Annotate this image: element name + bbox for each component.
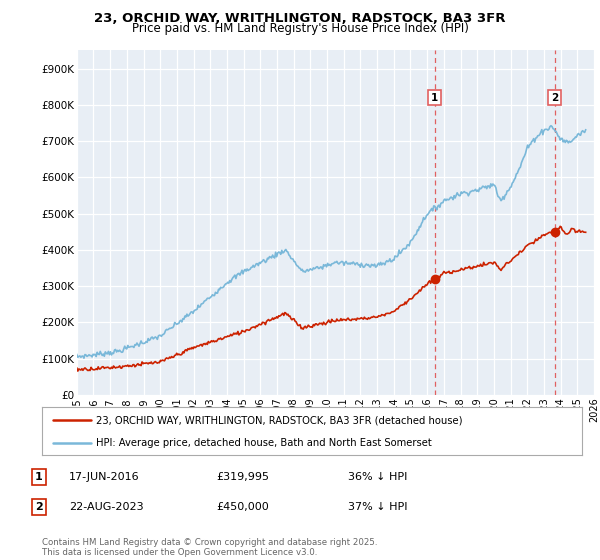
Text: 22-AUG-2023: 22-AUG-2023	[69, 502, 143, 512]
Text: 37% ↓ HPI: 37% ↓ HPI	[348, 502, 407, 512]
Text: 17-JUN-2016: 17-JUN-2016	[69, 472, 140, 482]
Text: 1: 1	[35, 472, 43, 482]
Text: £450,000: £450,000	[216, 502, 269, 512]
Text: HPI: Average price, detached house, Bath and North East Somerset: HPI: Average price, detached house, Bath…	[96, 438, 432, 448]
Text: 23, ORCHID WAY, WRITHLINGTON, RADSTOCK, BA3 3FR (detached house): 23, ORCHID WAY, WRITHLINGTON, RADSTOCK, …	[96, 416, 463, 426]
Text: Price paid vs. HM Land Registry's House Price Index (HPI): Price paid vs. HM Land Registry's House …	[131, 22, 469, 35]
Text: 1: 1	[431, 92, 439, 102]
Text: 23, ORCHID WAY, WRITHLINGTON, RADSTOCK, BA3 3FR: 23, ORCHID WAY, WRITHLINGTON, RADSTOCK, …	[94, 12, 506, 25]
Text: 2: 2	[551, 92, 558, 102]
Text: 36% ↓ HPI: 36% ↓ HPI	[348, 472, 407, 482]
Text: 2: 2	[35, 502, 43, 512]
Text: £319,995: £319,995	[216, 472, 269, 482]
Text: Contains HM Land Registry data © Crown copyright and database right 2025.
This d: Contains HM Land Registry data © Crown c…	[42, 538, 377, 557]
